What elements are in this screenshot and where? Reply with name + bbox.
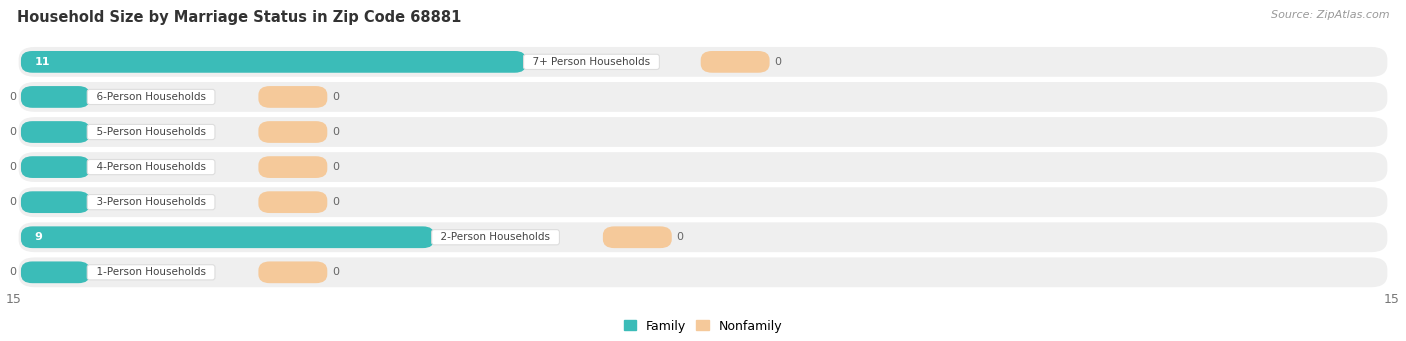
FancyBboxPatch shape [21, 156, 90, 178]
Text: 0: 0 [10, 197, 17, 207]
FancyBboxPatch shape [259, 156, 328, 178]
FancyBboxPatch shape [18, 47, 1388, 77]
Text: 11: 11 [35, 57, 51, 67]
Text: 0: 0 [332, 267, 339, 277]
FancyBboxPatch shape [18, 82, 1388, 112]
FancyBboxPatch shape [18, 117, 1388, 147]
FancyBboxPatch shape [259, 191, 328, 213]
FancyBboxPatch shape [259, 262, 328, 283]
FancyBboxPatch shape [603, 226, 672, 248]
Text: 0: 0 [676, 232, 683, 242]
Text: 0: 0 [775, 57, 782, 67]
FancyBboxPatch shape [259, 86, 328, 108]
FancyBboxPatch shape [21, 226, 434, 248]
FancyBboxPatch shape [21, 121, 90, 143]
FancyBboxPatch shape [18, 222, 1388, 252]
Text: Household Size by Marriage Status in Zip Code 68881: Household Size by Marriage Status in Zip… [17, 10, 461, 25]
Text: 0: 0 [332, 127, 339, 137]
FancyBboxPatch shape [21, 262, 90, 283]
Text: 6-Person Households: 6-Person Households [90, 92, 212, 102]
Text: 0: 0 [10, 267, 17, 277]
FancyBboxPatch shape [18, 187, 1388, 217]
FancyBboxPatch shape [18, 257, 1388, 287]
FancyBboxPatch shape [700, 51, 769, 73]
Text: 3-Person Households: 3-Person Households [90, 197, 212, 207]
Text: 2-Person Households: 2-Person Households [434, 232, 557, 242]
Text: 0: 0 [10, 92, 17, 102]
FancyBboxPatch shape [21, 191, 90, 213]
Legend: Family, Nonfamily: Family, Nonfamily [619, 315, 787, 338]
FancyBboxPatch shape [21, 51, 526, 73]
Text: 0: 0 [332, 92, 339, 102]
Text: 0: 0 [10, 162, 17, 172]
Text: 0: 0 [10, 127, 17, 137]
Text: 0: 0 [332, 162, 339, 172]
Text: 0: 0 [332, 197, 339, 207]
FancyBboxPatch shape [21, 86, 90, 108]
Text: 7+ Person Households: 7+ Person Households [526, 57, 657, 67]
Text: 4-Person Households: 4-Person Households [90, 162, 212, 172]
Text: Source: ZipAtlas.com: Source: ZipAtlas.com [1271, 10, 1389, 20]
FancyBboxPatch shape [259, 121, 328, 143]
FancyBboxPatch shape [18, 152, 1388, 182]
Text: 1-Person Households: 1-Person Households [90, 267, 212, 277]
Text: 5-Person Households: 5-Person Households [90, 127, 212, 137]
Text: 9: 9 [35, 232, 42, 242]
